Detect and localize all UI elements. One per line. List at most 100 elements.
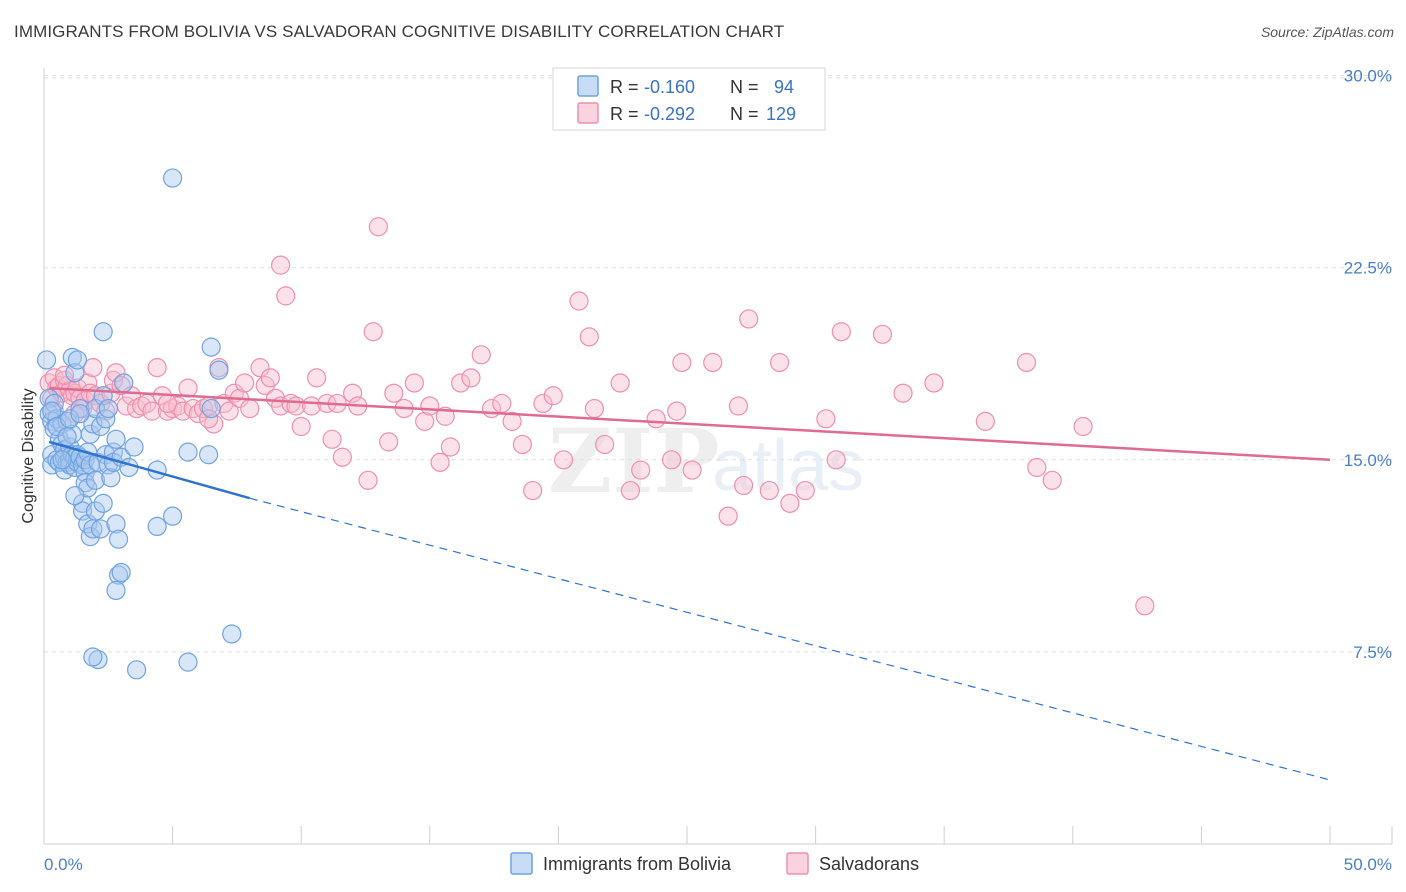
salvadorans-point-89	[584, 398, 605, 419]
bolivia-point-70	[119, 457, 139, 478]
salvadorans-point-90	[595, 434, 615, 455]
legend-series: Immigrants from Bolivia Salvadorans	[510, 852, 919, 875]
salvadorans-point-64	[332, 447, 352, 467]
salvadorans-point-40	[193, 398, 214, 419]
salvadorans-point-76	[440, 437, 460, 457]
legend-bottom-swatch-bolivia	[510, 852, 533, 875]
salvadorans-point-124	[667, 401, 687, 421]
y-tick-label-0: 7.5%	[1353, 643, 1392, 662]
salvadorans-point-114	[1027, 457, 1047, 478]
salvadorans-point-74	[420, 396, 440, 416]
chart-title: IMMIGRANTS FROM BOLIVIA VS SALVADORAN CO…	[14, 22, 785, 41]
salvadorans-point-27	[126, 398, 147, 419]
y-tick-label-3: 30.0%	[1344, 67, 1392, 86]
bolivia-point-84	[178, 652, 198, 672]
salvadorans-point-126	[271, 255, 291, 275]
bolivia-point-89	[52, 450, 72, 470]
source-label: Source: ZipAtlas.com	[1260, 24, 1394, 40]
trend-line-bolivia-solid	[48, 440, 251, 500]
salvadorans-point-70	[384, 383, 404, 403]
bolivia-point-67	[111, 562, 131, 583]
bolivia-point-65	[108, 529, 129, 549]
bolivia-point-63	[106, 429, 126, 449]
salvadorans-point-97	[682, 460, 702, 480]
salvadorans-point-91	[610, 373, 630, 393]
salvadorans-point-48	[235, 373, 255, 393]
salvadorans-point-73	[415, 411, 435, 431]
bolivia-point-32	[70, 398, 90, 419]
salvadorans-point-103	[769, 352, 790, 373]
legend-r-value-bolivia: -0.160	[644, 77, 695, 97]
bolivia-point-22	[62, 347, 82, 367]
salvadorans-point-65	[343, 383, 363, 403]
salvadorans-point-28	[132, 396, 152, 416]
salvadorans-point-83	[512, 434, 532, 455]
bolivia-point-28	[67, 350, 88, 370]
bolivia-point-66	[108, 565, 129, 585]
salvadorans-point-42	[204, 414, 224, 434]
salvadorans-point-92	[620, 480, 641, 501]
salvadorans-point-99	[718, 506, 738, 526]
salvadorans-point-60	[307, 368, 327, 388]
salvadorans-point-113	[1016, 352, 1037, 373]
salvadorans-point-107	[826, 450, 846, 470]
legend-r-label-salvadorans: R =	[610, 104, 639, 124]
bolivia-point-83	[88, 649, 108, 670]
legend-n-label-bolivia: N =	[730, 77, 759, 97]
salvadorans-point-49	[240, 398, 260, 419]
salvadorans-point-120	[65, 404, 85, 424]
salvadorans-point-128	[157, 393, 178, 414]
y-axis-label: Cognitive Disability	[20, 388, 37, 523]
legend-bottom-label-bolivia: Immigrants from Bolivia	[543, 854, 732, 874]
salvadorans-point-96	[672, 352, 692, 373]
bolivia-point-64	[106, 514, 126, 534]
x-tick-label-min: 0.0%	[44, 855, 83, 874]
bolivia-point-77	[199, 445, 219, 465]
bolivia-point-74	[163, 168, 183, 188]
salvadorans-point-109	[872, 324, 893, 344]
axes	[43, 68, 1392, 845]
bolivia-point-71	[124, 437, 144, 457]
bolivia-point-60	[101, 468, 121, 488]
salvadorans-point-55	[276, 286, 296, 306]
salvadorans-point-69	[379, 432, 399, 452]
salvadorans-point-82	[502, 411, 522, 431]
salvadorans-point-117	[1135, 596, 1155, 616]
bolivia-point-73	[147, 516, 167, 537]
series-bolivia	[36, 168, 242, 680]
salvadorans-point-106	[816, 409, 836, 429]
salvadorans-point-33	[157, 401, 178, 421]
salvadorans-point-81	[492, 393, 512, 414]
bolivia-point-75	[163, 506, 183, 526]
salvadorans-point-108	[831, 322, 851, 342]
bolivia-point-80	[222, 624, 242, 644]
salvadorans-point-116	[1073, 416, 1093, 437]
legend-stats: R = -0.160 N = 94 R = -0.292 N = 129	[552, 67, 826, 131]
trend-lines	[48, 386, 1331, 781]
salvadorans-point-52	[260, 368, 280, 388]
y-tick-label-2: 22.5%	[1344, 259, 1392, 278]
bolivia-point-0	[36, 350, 57, 370]
legend-swatch-bolivia	[577, 75, 599, 97]
salvadorans-point-62	[322, 429, 342, 449]
salvadorans-point-123	[579, 327, 599, 347]
salvadorans-point-95	[661, 450, 682, 470]
salvadorans-point-67	[358, 470, 378, 490]
salvadorans-point-88	[569, 291, 589, 311]
bolivia-point-92	[65, 486, 85, 506]
bolivia-point-82	[126, 660, 147, 680]
salvadorans-point-77	[451, 373, 471, 393]
bolivia-point-93	[70, 404, 90, 424]
bolivia-point-76	[178, 442, 198, 462]
bolivia-point-79	[209, 360, 229, 380]
bolivia-point-85	[106, 580, 126, 601]
legend-r-label-bolivia: R =	[610, 77, 639, 97]
bolivia-point-55	[93, 322, 113, 342]
salvadorans-point-17	[83, 358, 103, 378]
legend-bottom-label-salvadorans: Salvadorans	[819, 854, 919, 874]
bolivia-point-90	[57, 427, 77, 447]
salvadorans-point-100	[728, 396, 749, 416]
salvadorans-point-68	[368, 217, 388, 237]
bolivia-point-54	[93, 493, 113, 513]
